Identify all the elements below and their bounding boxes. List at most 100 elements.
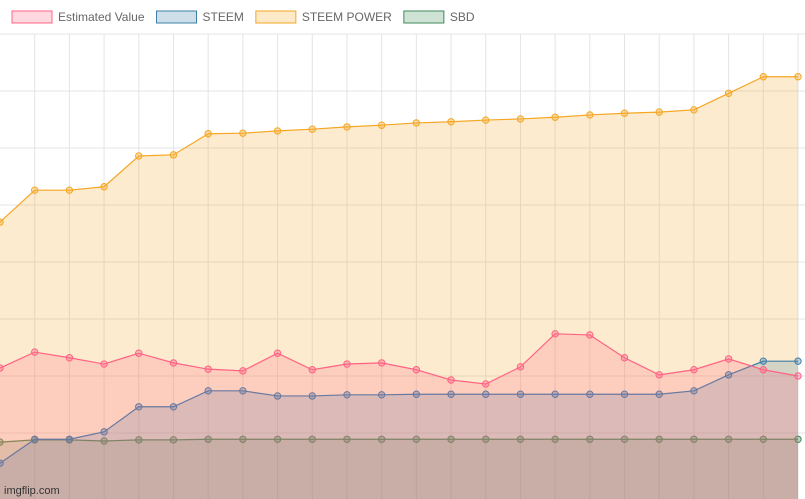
legend-label: STEEM POWER — [302, 10, 392, 24]
point — [377, 121, 386, 129]
point — [239, 435, 247, 443]
point — [482, 435, 490, 443]
point — [551, 390, 559, 398]
legend-swatch — [403, 10, 445, 24]
point — [724, 435, 733, 443]
point — [169, 151, 178, 159]
line — [0, 333, 799, 385]
point — [447, 390, 455, 398]
point — [551, 435, 559, 443]
point — [343, 123, 351, 131]
line — [0, 438, 798, 443]
point — [620, 354, 629, 362]
point — [273, 392, 282, 400]
point — [0, 459, 4, 467]
point — [655, 390, 663, 398]
point — [690, 106, 698, 114]
point — [586, 435, 594, 443]
point — [239, 367, 247, 375]
point — [620, 435, 629, 443]
point — [724, 89, 733, 97]
point — [135, 152, 143, 160]
point — [516, 390, 525, 398]
point — [759, 357, 768, 365]
point — [412, 119, 421, 127]
point — [551, 330, 559, 338]
point — [447, 435, 455, 443]
point — [690, 435, 698, 443]
point — [759, 435, 768, 443]
point — [169, 436, 178, 444]
point — [308, 366, 316, 374]
point — [100, 360, 108, 368]
point — [65, 435, 74, 443]
point — [690, 387, 698, 395]
point — [308, 435, 316, 443]
area — [0, 361, 798, 499]
point — [794, 372, 802, 380]
point — [239, 129, 247, 137]
point — [551, 113, 559, 121]
point — [586, 111, 594, 119]
point — [412, 390, 421, 398]
point — [100, 183, 108, 191]
point — [308, 392, 316, 400]
point — [516, 363, 525, 371]
point — [655, 108, 663, 116]
point — [447, 376, 455, 384]
point — [620, 390, 629, 398]
point — [690, 366, 698, 374]
point — [482, 380, 490, 388]
legend-label: Estimated Value — [58, 10, 145, 24]
point — [273, 435, 282, 443]
point — [0, 218, 4, 226]
point — [135, 403, 143, 411]
point — [759, 366, 768, 374]
watermark: imgflip.com — [4, 485, 60, 497]
point — [620, 109, 629, 117]
point — [135, 436, 143, 444]
point — [0, 364, 4, 372]
point — [0, 438, 4, 446]
point — [516, 115, 525, 123]
legend-label: SBD — [450, 10, 475, 24]
point — [482, 116, 490, 124]
point — [516, 435, 525, 443]
point — [308, 125, 316, 133]
point — [65, 186, 74, 194]
point — [343, 360, 351, 368]
point — [204, 387, 212, 395]
legend-swatch — [11, 10, 53, 24]
point — [377, 435, 386, 443]
point — [204, 365, 212, 373]
point — [204, 130, 212, 138]
point — [412, 366, 421, 374]
point — [724, 371, 733, 379]
point — [100, 428, 108, 436]
line — [0, 360, 798, 464]
point — [30, 348, 39, 356]
point — [135, 349, 143, 357]
point — [794, 435, 802, 443]
area — [0, 333, 798, 499]
legend-swatch — [156, 10, 197, 24]
point — [343, 391, 351, 399]
point — [794, 357, 802, 365]
point — [169, 359, 178, 367]
point — [377, 359, 386, 367]
legend-swatch — [255, 10, 297, 24]
legend-label: STEEM — [203, 10, 244, 24]
point — [794, 73, 802, 81]
point — [586, 390, 594, 398]
point — [482, 390, 490, 398]
point — [655, 435, 663, 443]
point — [30, 435, 39, 443]
point — [169, 403, 178, 411]
point — [343, 435, 351, 443]
point — [273, 349, 282, 357]
point — [377, 391, 386, 399]
point — [273, 127, 282, 135]
point — [724, 355, 733, 363]
point — [655, 371, 663, 379]
